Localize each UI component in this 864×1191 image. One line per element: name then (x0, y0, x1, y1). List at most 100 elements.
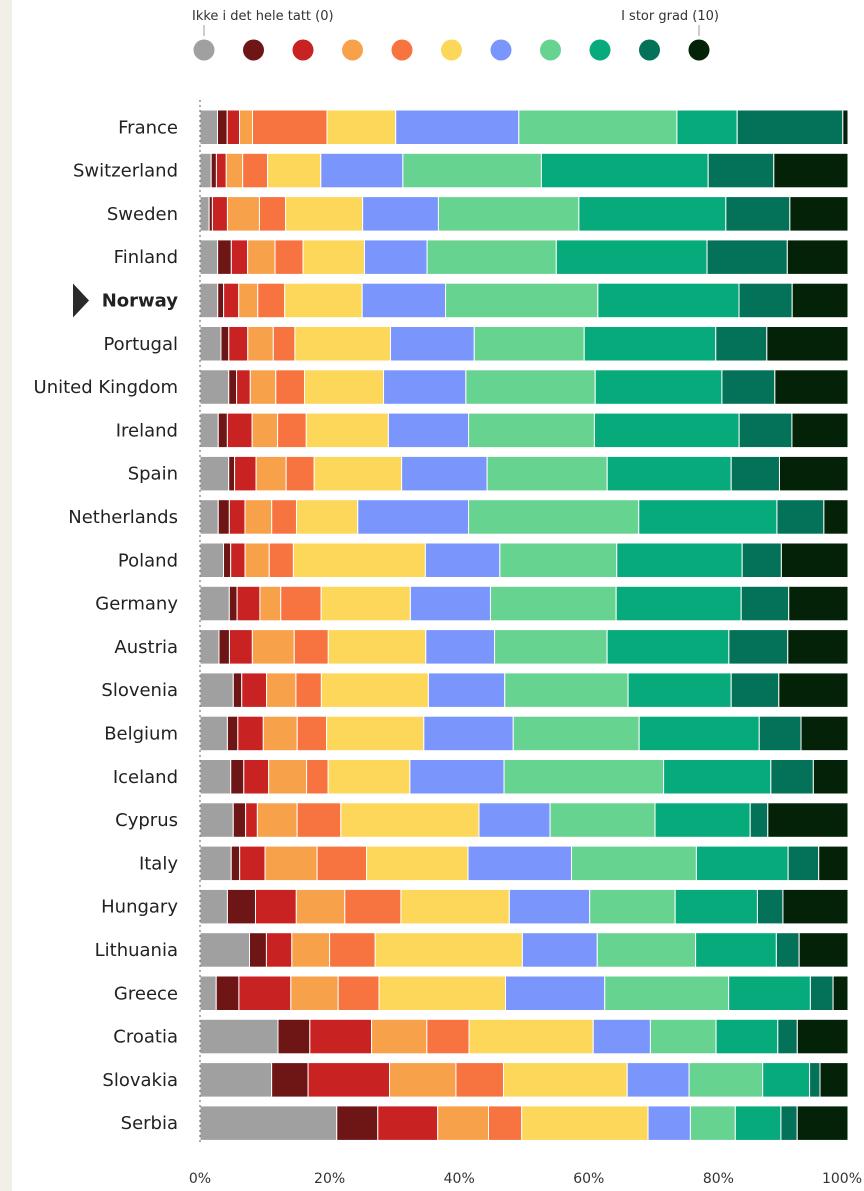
category-label: France (118, 117, 178, 138)
bar-segment-8 (695, 932, 777, 968)
bar-ireland (199, 412, 849, 449)
bar-segment-3 (437, 1105, 490, 1141)
bar-germany (199, 585, 849, 622)
bar-segment-6 (409, 759, 505, 795)
category-label: Switzerland (73, 161, 178, 182)
bar-segment-9 (730, 672, 780, 708)
bar-segment-1 (336, 1105, 379, 1141)
bar-segment-10 (791, 282, 849, 319)
bar-segment-0 (199, 759, 232, 795)
bar-segment-1 (232, 802, 247, 838)
bar-spain (199, 455, 849, 492)
bar-segment-6 (383, 369, 467, 405)
bar-segment-4 (295, 672, 322, 708)
bar-segment-8 (606, 629, 730, 665)
bar-segment-4 (268, 542, 294, 578)
bar-segment-8 (663, 759, 772, 795)
bar-segment-9 (777, 1018, 798, 1055)
bar-segment-2 (236, 369, 251, 405)
bar-segment-7 (688, 1062, 764, 1098)
category-label: Iceland (113, 767, 178, 788)
bar-segment-6 (505, 975, 606, 1011)
bar-segment-7 (589, 888, 676, 925)
bar-segment-0 (199, 802, 234, 838)
category-label: Greece (114, 983, 178, 1004)
bar-segment-1 (226, 888, 256, 925)
bar-segment-9 (736, 109, 844, 145)
bar-segment-8 (615, 585, 742, 622)
bar-segment-5 (340, 802, 480, 838)
bar-belgium (199, 715, 849, 752)
category-label: Slovakia (102, 1070, 178, 1091)
bar-segment-10 (791, 412, 849, 449)
bar-segment-7 (689, 1105, 736, 1141)
bar-segment-1 (277, 1018, 311, 1055)
bar-segment-2 (243, 759, 270, 795)
bar-segment-1 (228, 455, 236, 492)
bar-segment-0 (199, 1105, 338, 1141)
bar-segment-6 (592, 1018, 651, 1055)
bar-segment-0 (199, 455, 230, 492)
bar-segment-2 (377, 1105, 439, 1141)
bar-segment-1 (217, 499, 230, 535)
bar-segment-1 (230, 759, 245, 795)
x-tick-label: 20% (314, 1171, 345, 1187)
bar-segment-1 (217, 282, 225, 319)
bar-segment-5 (294, 326, 391, 362)
bar-segment-6 (387, 412, 470, 449)
bar-segment-2 (309, 1018, 373, 1055)
bar-segment-6 (363, 239, 428, 275)
bar-segment-8 (555, 239, 708, 275)
category-label: Poland (118, 550, 178, 571)
bar-austria (199, 629, 849, 665)
bar-segment-7 (489, 585, 617, 622)
bar-segment-8 (616, 542, 743, 578)
bar-segment-0 (199, 239, 219, 275)
bar-segment-4 (296, 802, 342, 838)
bar-segment-1 (230, 845, 241, 882)
category-label: Ireland (116, 420, 178, 441)
bar-segment-6 (647, 1105, 691, 1141)
bar-segment-2 (228, 629, 253, 665)
bar-segment-2 (215, 152, 227, 189)
bar-segment-10 (823, 499, 849, 535)
bar-segment-5 (285, 196, 364, 232)
bar-segment-4 (306, 759, 329, 795)
bar-segment-9 (728, 629, 789, 665)
category-label: Norway (102, 290, 179, 311)
bar-segment-0 (199, 975, 217, 1011)
bar-segment-5 (374, 932, 523, 968)
bar-segment-7 (473, 326, 585, 362)
category-label: United Kingdom (34, 377, 178, 398)
bar-segment-10 (787, 629, 849, 665)
bar-segment-1 (220, 326, 230, 362)
bar-segment-5 (468, 1018, 594, 1055)
bar-segment-0 (199, 932, 250, 968)
bar-segment-1 (218, 629, 230, 665)
bar-sweden (199, 196, 849, 232)
bar-segment-4 (316, 845, 368, 882)
bar-segment-9 (776, 499, 825, 535)
bar-lithuania (199, 932, 849, 968)
bar-segment-3 (255, 455, 287, 492)
bar-segment-2 (211, 196, 228, 232)
bar-segment-2 (245, 802, 258, 838)
bar-segment-7 (468, 412, 595, 449)
category-label: Sweden (107, 204, 178, 225)
bar-segment-3 (244, 499, 273, 535)
bar-segment-0 (199, 412, 219, 449)
bar-segment-4 (275, 369, 306, 405)
bar-segment-5 (304, 369, 385, 405)
bar-segment-9 (758, 715, 802, 752)
bar-segment-9 (725, 196, 791, 232)
bar-segment-4 (280, 585, 322, 622)
bar-segment-9 (740, 585, 790, 622)
bar-segment-4 (293, 629, 329, 665)
bar-segment-2 (265, 932, 293, 968)
bar-segment-5 (313, 455, 403, 492)
bar-segment-4 (271, 499, 297, 535)
bar-segment-8 (762, 1062, 811, 1098)
bar-segment-8 (594, 369, 723, 405)
bar-cyprus (199, 802, 849, 838)
bar-segment-7 (402, 152, 542, 189)
